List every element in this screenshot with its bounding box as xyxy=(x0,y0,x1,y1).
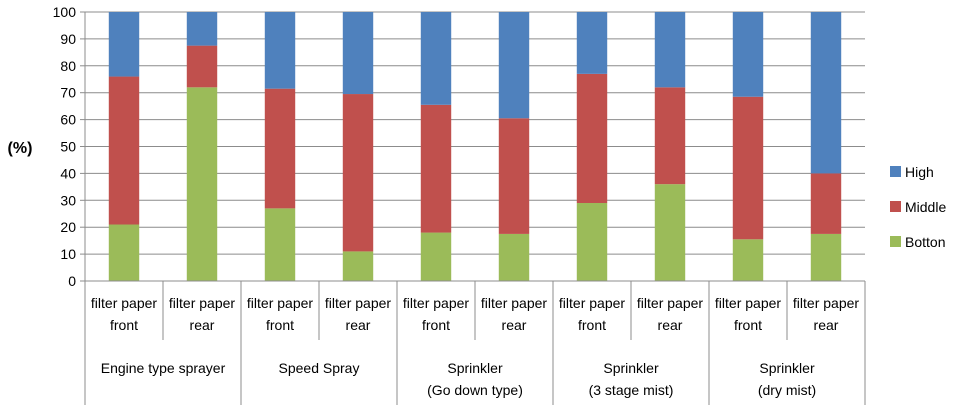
bar-segment-middle xyxy=(420,104,452,233)
legend-swatch-botton xyxy=(890,236,901,247)
bar-segment-botton xyxy=(108,224,140,281)
legend-swatch-middle xyxy=(890,201,901,212)
bar-segment-botton xyxy=(576,202,608,281)
bar-segment-middle xyxy=(498,118,530,234)
category-label: filter paper xyxy=(481,295,547,311)
category-label: rear xyxy=(814,317,839,333)
category-label: rear xyxy=(190,317,215,333)
bar-segment-middle xyxy=(186,45,218,88)
bar-segment-high xyxy=(264,12,296,89)
category-label: filter paper xyxy=(559,295,625,311)
bar-segment-middle xyxy=(732,96,764,240)
category-label: filter paper xyxy=(403,295,469,311)
category-label: filter paper xyxy=(325,295,391,311)
category-label: filter paper xyxy=(793,295,859,311)
category-label: rear xyxy=(502,317,527,333)
y-tick-labels: 0 10 20 30 40 50 60 70 80 90 100 xyxy=(53,4,77,289)
bar-segment-botton xyxy=(732,239,764,281)
bar-segment-botton xyxy=(498,233,530,281)
category-label: rear xyxy=(658,317,683,333)
bar-segment-middle xyxy=(342,94,374,252)
legend: High Middle Botton xyxy=(890,164,946,250)
bar-segment-high xyxy=(342,12,374,95)
bars xyxy=(108,12,842,281)
category-label: filter paper xyxy=(637,295,703,311)
group-label: Sprinkler xyxy=(603,360,659,376)
bar-segment-high xyxy=(498,12,530,119)
y-tick-label: 20 xyxy=(60,219,76,235)
y-tick-label: 100 xyxy=(53,4,77,20)
legend-swatch-high xyxy=(890,166,901,177)
y-tick-label: 50 xyxy=(60,139,76,155)
bar-segment-high xyxy=(810,12,842,174)
bar-segment-botton xyxy=(654,184,686,281)
category-label: front xyxy=(734,317,762,333)
category-axis-table: filter paper front filter paper rear Engine … xyxy=(84,281,866,405)
category-label: front xyxy=(110,317,138,333)
bar-segment-botton xyxy=(420,232,452,281)
bar-segment-high xyxy=(186,12,218,46)
bar-segment-middle xyxy=(810,173,842,234)
y-tick-label: 60 xyxy=(60,112,76,128)
group-label: (Go down type) xyxy=(427,382,523,398)
group-label: Sprinkler xyxy=(759,360,815,376)
bar-segment-high xyxy=(420,12,452,105)
category-label: filter paper xyxy=(247,295,313,311)
y-tick-label: 0 xyxy=(68,273,76,289)
legend-label-high: High xyxy=(905,164,934,180)
group-label: Engine type sprayer xyxy=(101,360,226,376)
category-label: front xyxy=(266,317,294,333)
category-label: filter paper xyxy=(169,295,235,311)
legend-label-middle: Middle xyxy=(905,199,946,215)
category-label: front xyxy=(578,317,606,333)
bar-segment-high xyxy=(108,12,140,77)
bar-segment-high xyxy=(576,12,608,74)
category-label: filter paper xyxy=(91,295,157,311)
y-tick-label: 10 xyxy=(60,246,76,262)
y-tick-label: 90 xyxy=(60,31,76,47)
category-label: rear xyxy=(346,317,371,333)
category-label: front xyxy=(422,317,450,333)
y-tick-label: 70 xyxy=(60,85,76,101)
bar-segment-high xyxy=(654,12,686,88)
group-label: (3 stage mist) xyxy=(589,382,674,398)
legend-label-botton: Botton xyxy=(905,234,945,250)
bar-segment-botton xyxy=(186,87,218,281)
group-label: Sprinkler xyxy=(447,360,503,376)
bar-segment-botton xyxy=(264,208,296,281)
bar-segment-botton xyxy=(810,233,842,281)
bar-segment-middle xyxy=(576,73,608,203)
y-tick-label: 80 xyxy=(60,58,76,74)
bar-segment-high xyxy=(732,12,764,97)
y-tick-label: 40 xyxy=(60,165,76,181)
y-tick-label: 30 xyxy=(60,192,76,208)
bar-segment-middle xyxy=(654,87,686,185)
bar-segment-middle xyxy=(264,88,296,209)
y-axis-label: (%) xyxy=(8,140,33,157)
group-label: (dry mist) xyxy=(758,382,816,398)
bar-segment-middle xyxy=(108,76,140,225)
category-label: filter paper xyxy=(715,295,781,311)
bar-segment-botton xyxy=(342,251,374,281)
group-label: Speed Spray xyxy=(279,360,360,376)
